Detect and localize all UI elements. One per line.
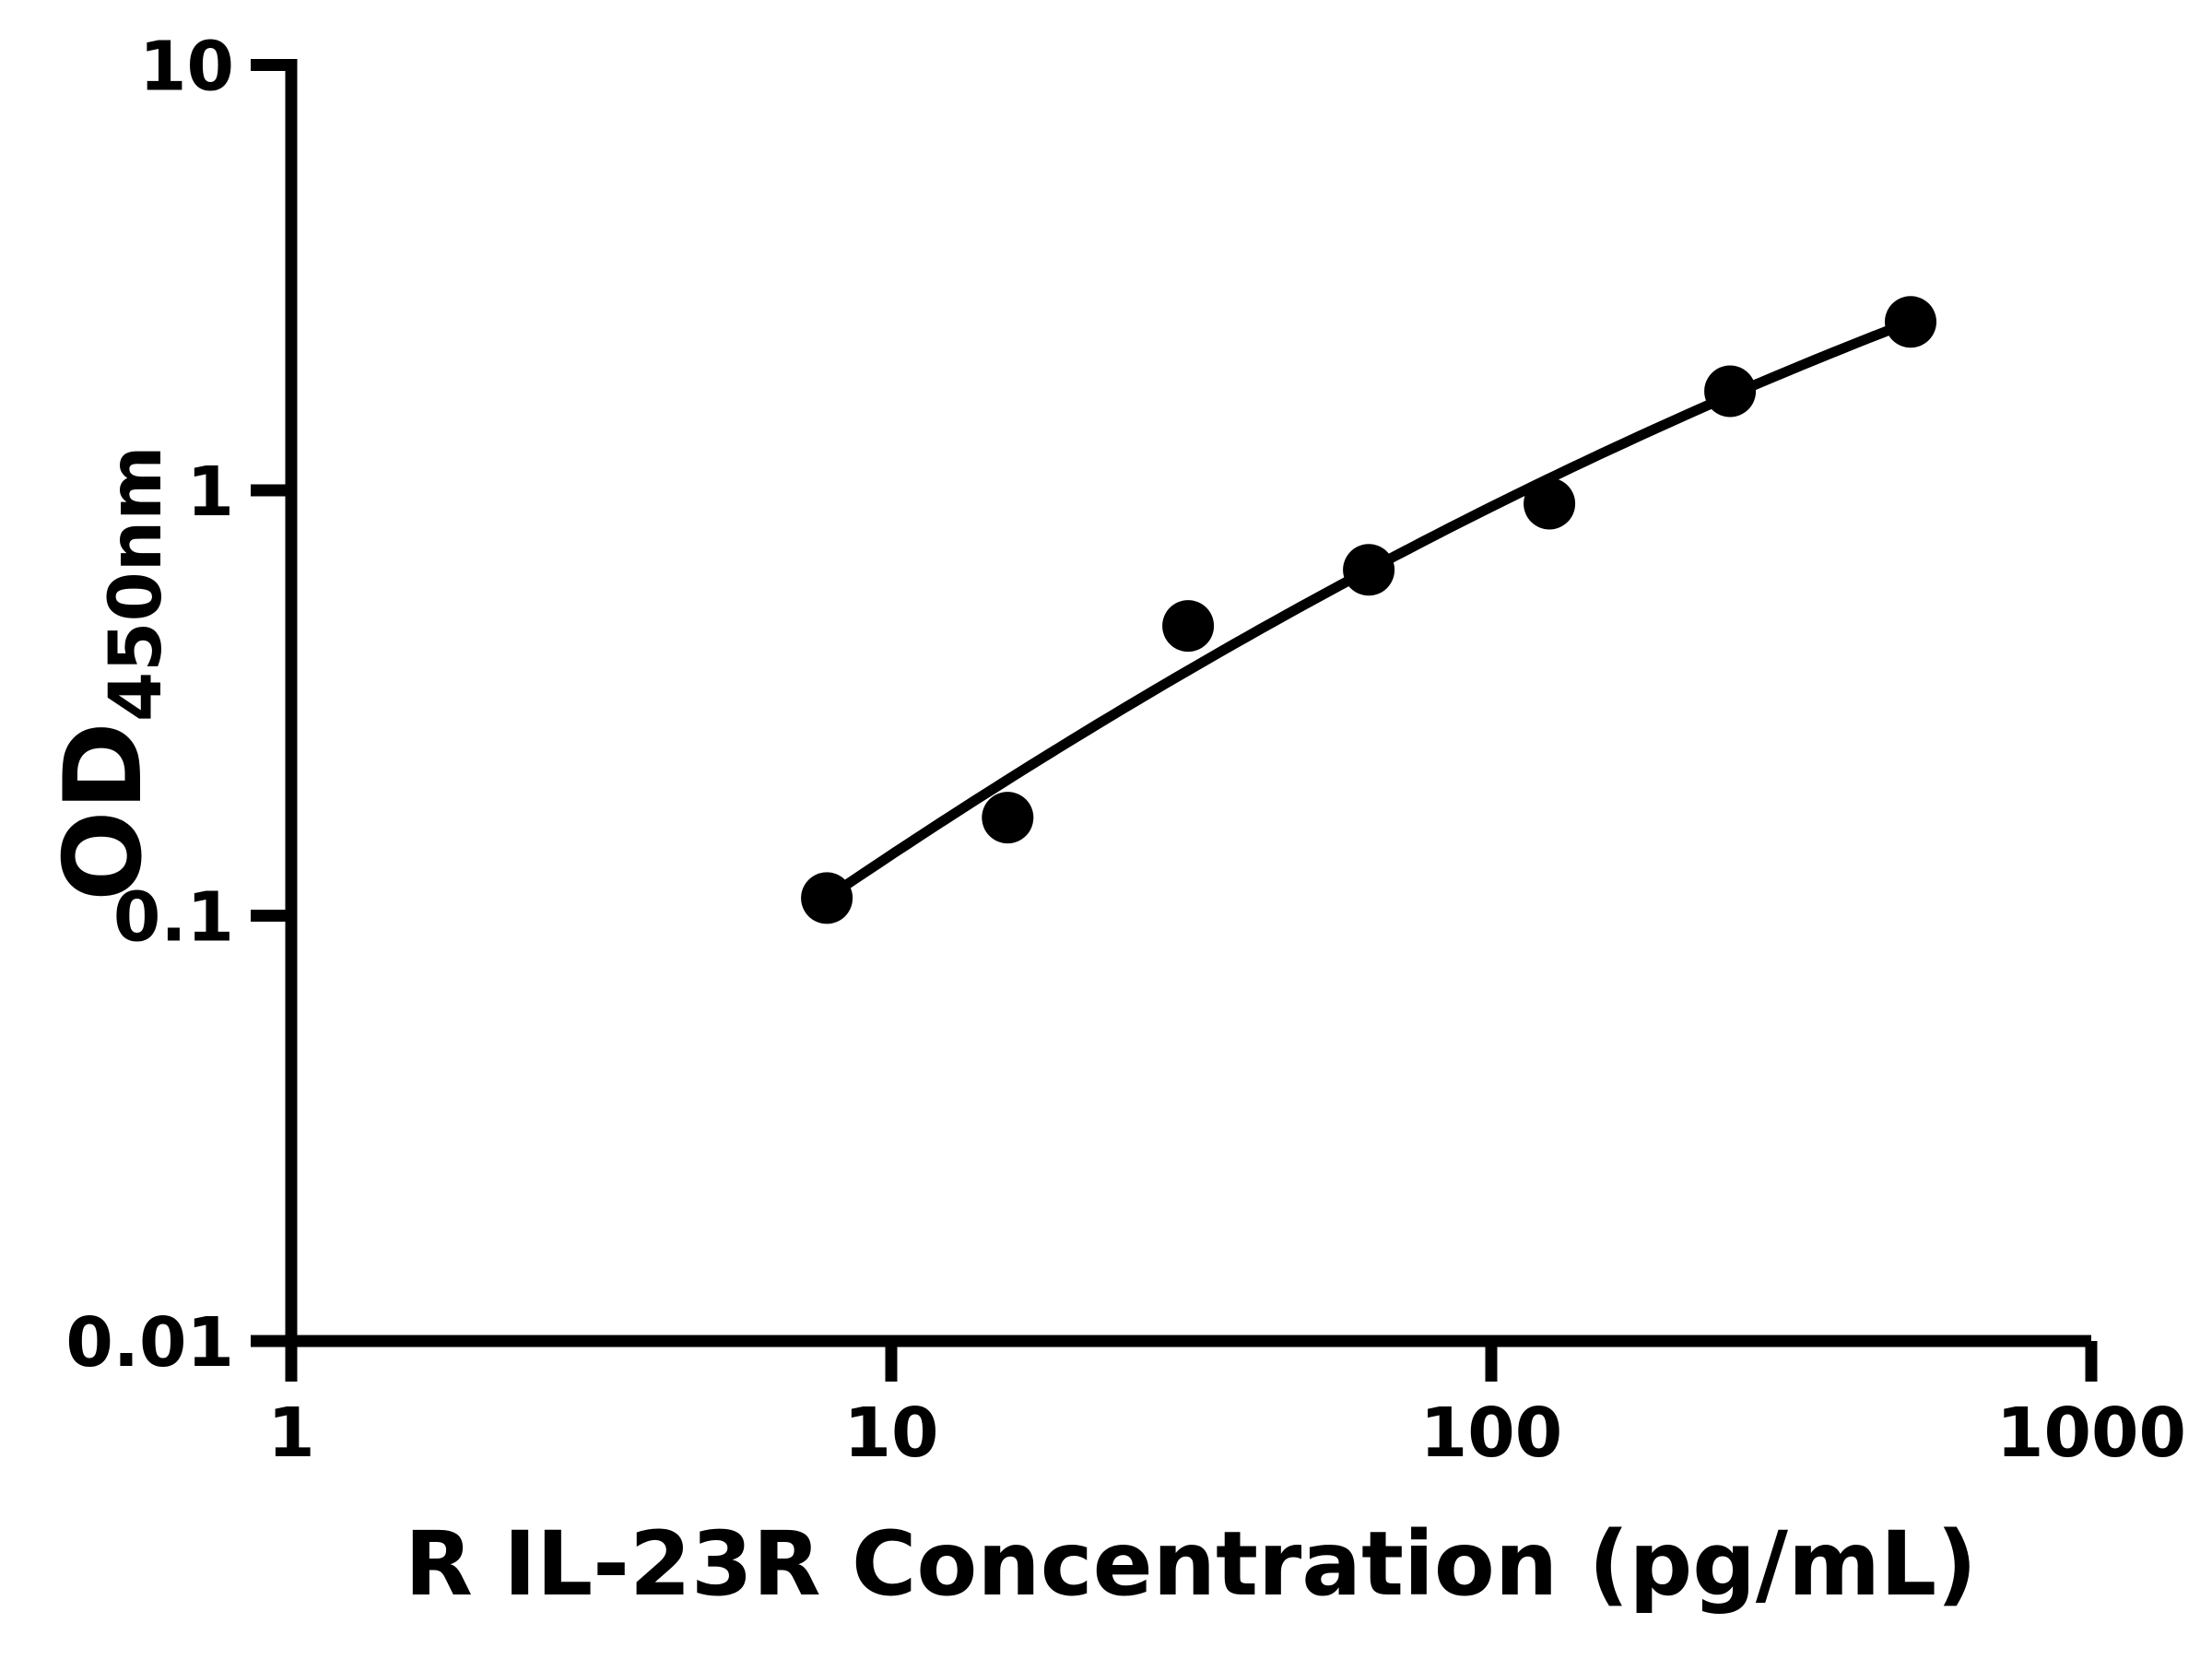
- data-point: [1162, 600, 1215, 653]
- x-tick-label: 100: [1420, 1394, 1562, 1473]
- y-tick-label: 0.1: [113, 878, 234, 958]
- y-axis-title-subscript: 450nm: [95, 445, 178, 722]
- x-tick-label: 10: [844, 1394, 939, 1473]
- data-point: [1704, 365, 1757, 418]
- data-point: [1343, 544, 1395, 596]
- y-axis-title-main: OD: [41, 722, 166, 901]
- data-points-group: [801, 296, 1936, 924]
- data-point: [1885, 296, 1936, 348]
- data-point: [1524, 477, 1576, 530]
- data-point: [982, 792, 1034, 844]
- x-axis-title: R IL-23R Concentration (pg/mL): [405, 1512, 1977, 1616]
- y-tick-label: 0.01: [65, 1303, 234, 1382]
- x-tick-label: 1000: [1996, 1394, 2186, 1473]
- x-tick-label: 1: [267, 1394, 315, 1473]
- y-tick-label: 1: [187, 453, 235, 532]
- y-tick-label: 10: [139, 28, 234, 107]
- y-axis-title: OD450nm: [41, 445, 178, 901]
- axes: 0.01 0.1 1 10 1 10 100 1000: [65, 28, 2186, 1474]
- data-point: [801, 872, 853, 924]
